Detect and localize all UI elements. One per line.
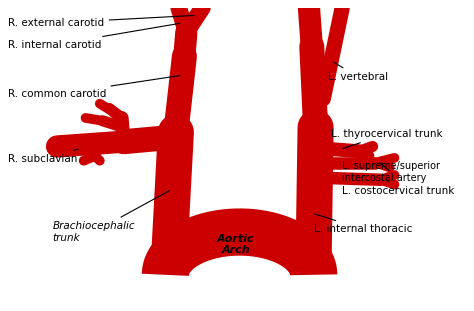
Text: Brachiocephalic
trunk: Brachiocephalic trunk: [52, 191, 170, 243]
Text: R. subclavian: R. subclavian: [8, 149, 78, 164]
Text: R. common carotid: R. common carotid: [8, 76, 180, 99]
Text: L. vertebral: L. vertebral: [328, 63, 388, 82]
Text: L. internal thoracic: L. internal thoracic: [314, 214, 412, 234]
Text: R. external carotid: R. external carotid: [8, 16, 194, 28]
Text: R. internal carotid: R. internal carotid: [8, 23, 180, 50]
Text: L. costocervical trunk: L. costocervical trunk: [342, 180, 455, 196]
Text: Aortic
Arch: Aortic Arch: [217, 234, 255, 255]
Text: L. supreme/superior
intercostal artery: L. supreme/superior intercostal artery: [342, 161, 440, 183]
Text: L. thyrocervical trunk: L. thyrocervical trunk: [331, 129, 442, 148]
